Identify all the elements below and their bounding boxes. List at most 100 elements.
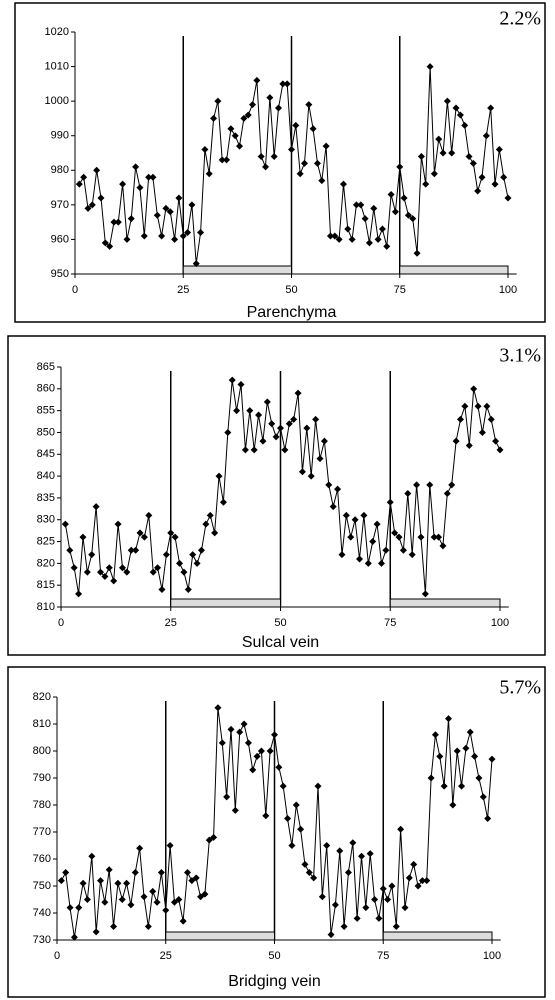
data-point xyxy=(215,472,223,480)
data-point xyxy=(75,590,83,598)
data-point xyxy=(340,923,348,930)
x-axis-label: Bridging vein xyxy=(228,973,321,990)
data-point xyxy=(149,887,157,895)
data-point xyxy=(240,114,248,122)
data-point xyxy=(249,101,257,109)
data-point xyxy=(257,747,265,755)
data-point xyxy=(356,555,364,563)
data-point xyxy=(384,896,392,903)
data-point xyxy=(118,564,126,572)
data-point xyxy=(127,546,135,554)
data-point xyxy=(371,896,379,903)
data-point xyxy=(131,869,139,876)
data-point xyxy=(358,852,365,860)
data-point xyxy=(136,844,144,852)
data-point xyxy=(214,704,222,712)
data-point xyxy=(456,415,464,423)
data-point xyxy=(312,415,320,423)
data-point xyxy=(263,398,271,406)
data-point xyxy=(106,242,114,250)
data-point xyxy=(377,559,385,567)
x-tick-label: 50 xyxy=(274,617,286,629)
data-point xyxy=(114,520,122,528)
data-point xyxy=(262,812,270,820)
data-point xyxy=(391,208,399,216)
y-tick-label: 825 xyxy=(37,535,55,547)
data-point xyxy=(246,407,254,415)
y-tick-label: 740 xyxy=(33,907,51,919)
data-point xyxy=(158,586,166,594)
data-point xyxy=(162,906,170,914)
data-point xyxy=(154,564,162,572)
data-point xyxy=(487,104,495,112)
data-point xyxy=(303,424,311,432)
data-point xyxy=(323,842,331,849)
data-point xyxy=(184,586,192,594)
data-point xyxy=(228,376,236,384)
data-point xyxy=(388,882,396,890)
data-point xyxy=(205,170,213,178)
data-point xyxy=(331,232,339,240)
x-axis-label: Sulcal vein xyxy=(242,634,319,651)
data-point xyxy=(227,125,235,133)
data-point xyxy=(241,446,249,454)
data-point xyxy=(110,218,118,226)
data-point xyxy=(483,402,491,410)
data-point xyxy=(297,825,305,833)
data-point xyxy=(351,516,359,524)
data-point xyxy=(417,152,425,160)
data-point xyxy=(413,249,421,257)
data-point xyxy=(465,442,473,450)
y-tick-label: 840 xyxy=(37,470,55,482)
panel-frame xyxy=(7,666,546,998)
data-point xyxy=(105,866,113,874)
data-point xyxy=(404,211,412,219)
data-point xyxy=(397,825,405,833)
data-point xyxy=(325,481,333,489)
data-point xyxy=(404,490,412,498)
data-point xyxy=(145,173,153,181)
data-point xyxy=(458,782,466,790)
data-point xyxy=(237,380,245,388)
data-point xyxy=(370,204,378,212)
data-point xyxy=(244,739,252,747)
data-point xyxy=(374,235,382,243)
data-point xyxy=(430,170,438,178)
y-tick-label: 1010 xyxy=(45,60,69,72)
data-point xyxy=(448,481,456,489)
data-point xyxy=(271,731,278,739)
data-point xyxy=(452,437,460,445)
data-point xyxy=(439,149,447,157)
data-point xyxy=(348,235,356,243)
data-point xyxy=(326,232,334,240)
data-point xyxy=(342,511,350,519)
data-point xyxy=(240,720,248,728)
y-tick-label: 830 xyxy=(37,514,55,526)
data-point xyxy=(316,455,324,463)
data-point xyxy=(445,715,452,723)
x-tick-label: 50 xyxy=(285,284,297,296)
data-point xyxy=(223,793,231,801)
series-line xyxy=(60,707,493,938)
data-point xyxy=(290,415,298,423)
data-point xyxy=(298,468,306,476)
data-point xyxy=(331,901,339,909)
data-point xyxy=(329,503,337,511)
data-point xyxy=(396,163,404,171)
data-point xyxy=(338,551,346,559)
data-point xyxy=(92,503,100,511)
y-tick-label: 970 xyxy=(51,199,69,211)
x-tick-label: 75 xyxy=(384,617,396,629)
data-point xyxy=(382,546,390,554)
data-point xyxy=(180,568,188,576)
y-tick-label: 790 xyxy=(33,772,51,784)
data-point xyxy=(435,533,443,541)
data-point xyxy=(132,546,140,554)
data-point xyxy=(418,877,426,885)
data-point xyxy=(275,104,283,112)
data-point xyxy=(422,180,430,188)
panel-frame xyxy=(14,2,546,323)
data-point xyxy=(255,411,263,419)
data-point xyxy=(496,446,504,454)
